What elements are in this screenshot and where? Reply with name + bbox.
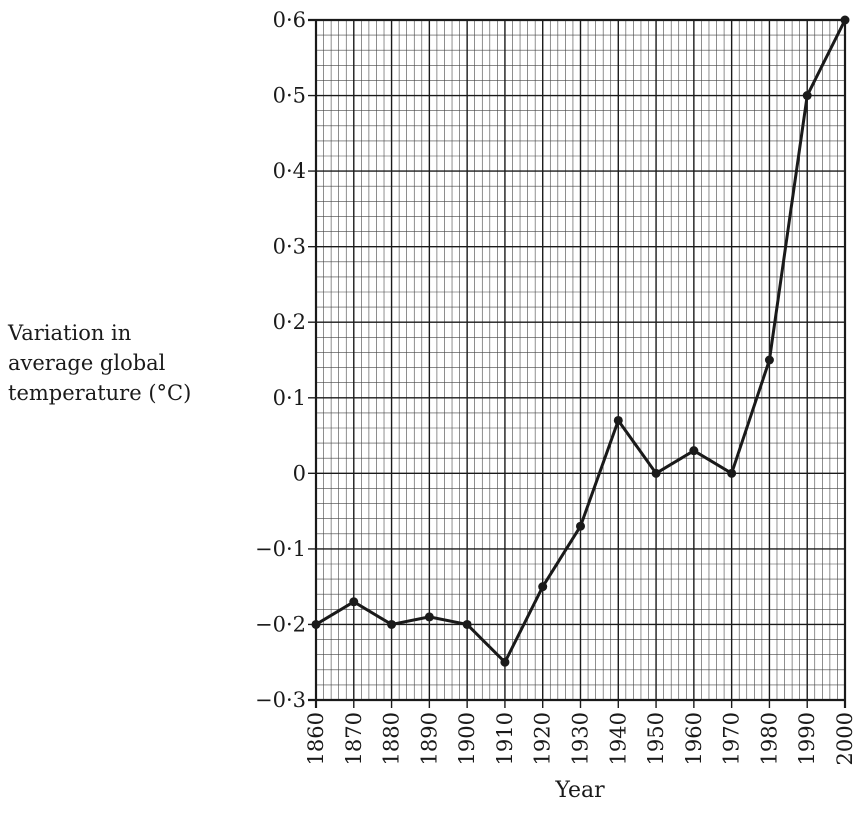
x-tick-label: 1860 (304, 712, 328, 765)
x-tick-label: 2000 (833, 712, 857, 765)
x-tick-label: 1950 (644, 712, 668, 765)
x-tick-label: 1930 (569, 712, 593, 765)
grid-major (308, 18, 847, 708)
x-tick-label: 1870 (342, 712, 366, 765)
y-tick-label: 0·2 (273, 310, 306, 334)
data-point (802, 91, 812, 101)
x-axis-label: Year (555, 778, 605, 803)
y-axis-label-line-3: temperature (°C) (8, 381, 192, 405)
x-tick-label: 1980 (757, 712, 781, 765)
data-point (349, 597, 359, 607)
y-axis-label-line-2: average global (8, 351, 166, 375)
x-tick-label: 1940 (606, 712, 630, 765)
x-tick-label: 1910 (493, 712, 517, 765)
y-tick-label: 0·1 (273, 386, 306, 410)
y-tick-label: 0·6 (273, 8, 306, 32)
y-tick-label: 0·5 (273, 84, 306, 108)
y-tick-label: 0·4 (273, 159, 306, 183)
series-line-group (311, 15, 850, 667)
y-tick-label: −0·3 (255, 688, 306, 712)
x-tick-label: 1920 (531, 712, 555, 765)
x-tick-label: 1900 (455, 712, 479, 765)
y-tick-label: −0·1 (255, 537, 306, 561)
data-point (840, 15, 850, 25)
x-tick-label: 1960 (682, 712, 706, 765)
data-point (311, 619, 321, 629)
data-point (651, 468, 661, 478)
y-tick-label: −0·2 (255, 612, 306, 636)
y-tick-labels: 0·6 0·5 0·4 0·3 0·2 0·1 0 −0·1 −0·2 −0·3 (255, 8, 306, 712)
data-point (538, 582, 548, 592)
data-point (727, 468, 737, 478)
y-tick-label: 0 (293, 461, 306, 485)
y-axis-label: Variation in average global temperature … (8, 318, 238, 408)
x-tick-label: 1990 (795, 712, 819, 765)
data-point (689, 446, 699, 456)
data-point (764, 355, 774, 365)
x-tick-label: 1880 (380, 712, 404, 765)
data-point (387, 619, 397, 629)
x-tick-label: 1970 (720, 712, 744, 765)
data-point (462, 619, 472, 629)
y-axis-label-line-1: Variation in (8, 321, 132, 345)
data-point (613, 415, 623, 425)
data-point (576, 521, 585, 531)
x-tick-labels: 1860 1870 1880 1890 1900 1910 1920 1930 1940 1950… (304, 712, 857, 765)
y-tick-label: 0·3 (273, 235, 306, 259)
x-tick-label: 1890 (417, 712, 441, 765)
data-point (500, 657, 510, 667)
data-point (424, 612, 434, 622)
